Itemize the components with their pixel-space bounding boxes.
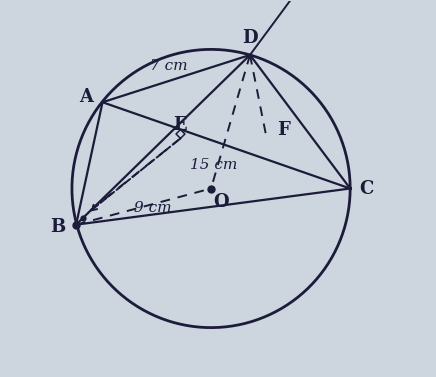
Text: 9 cm: 9 cm [134, 201, 171, 215]
Text: 7 cm: 7 cm [150, 59, 188, 73]
Text: F: F [277, 121, 290, 139]
Text: B: B [51, 218, 66, 236]
Text: E: E [174, 115, 187, 133]
Text: 15 cm: 15 cm [190, 158, 238, 172]
Text: O: O [213, 193, 228, 211]
Text: D: D [242, 29, 258, 47]
Text: C: C [360, 179, 374, 198]
Text: A: A [79, 88, 93, 106]
